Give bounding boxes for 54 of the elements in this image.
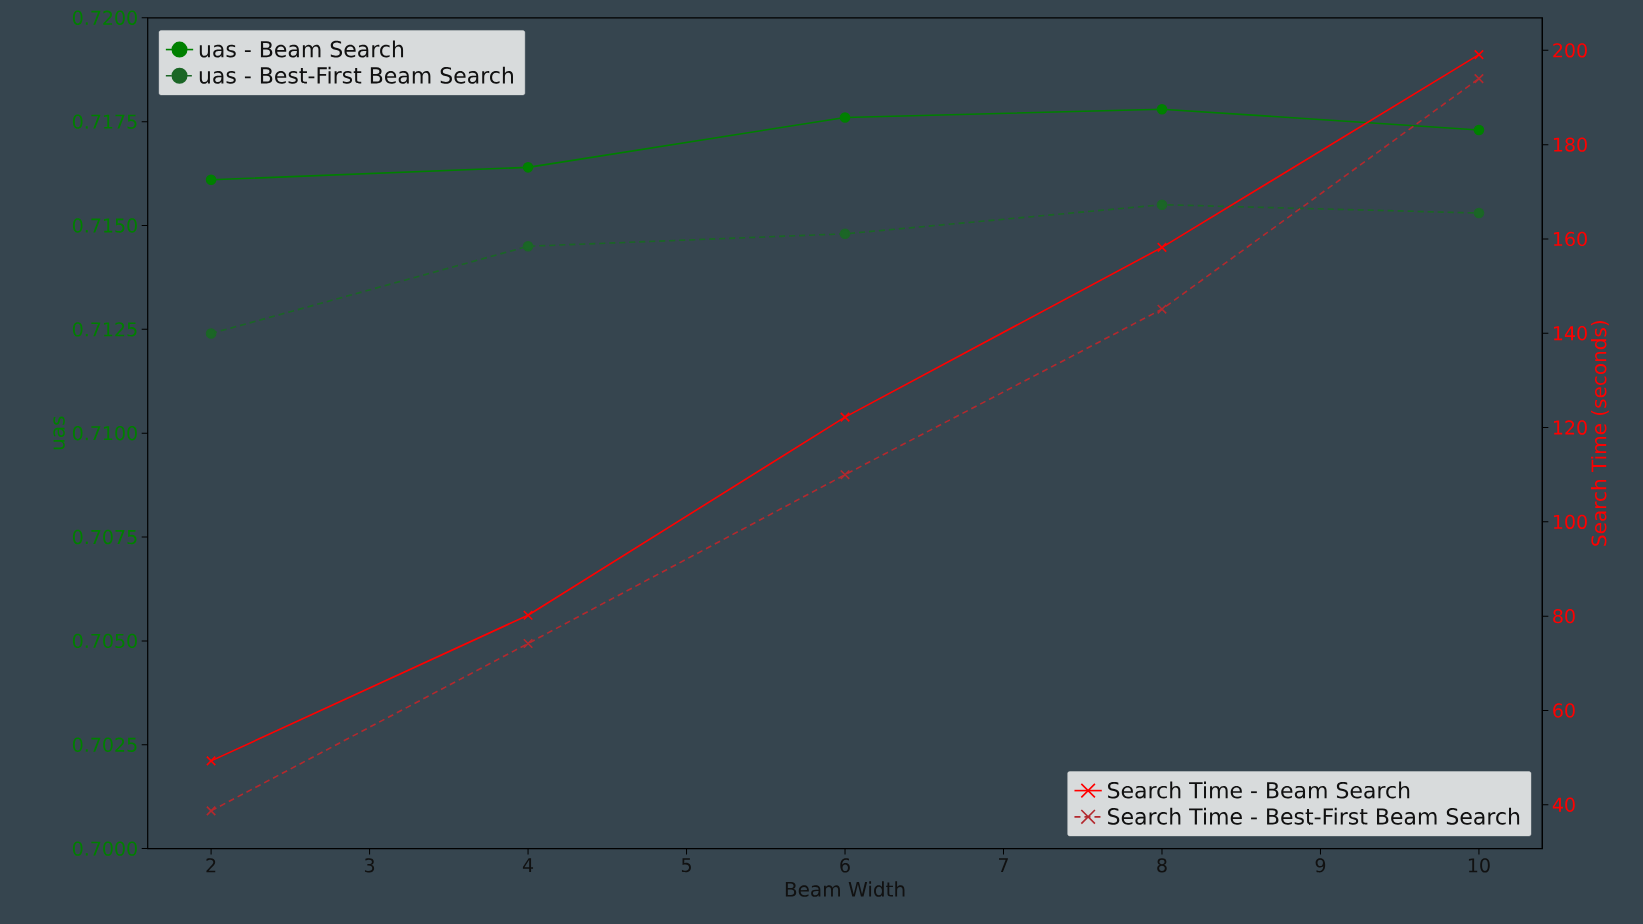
legend-label: uas - Best-First Beam Search	[199, 66, 513, 84]
legend-label: uas - Beam Search	[199, 40, 404, 58]
y-tick-label: 0.7000	[72, 841, 137, 856]
y-tick-label: 0.7050	[72, 633, 137, 649]
y-tick-label: 0.7175	[72, 114, 137, 129]
point	[1156, 304, 1168, 315]
y2-tick-label: 80	[1553, 608, 1575, 624]
y2-tick-label: 140	[1553, 326, 1587, 341]
y2-tick-label: 60	[1553, 703, 1575, 718]
y2-tick-label: 40	[1552, 797, 1575, 812]
x-tick-label: 7	[999, 858, 1008, 872]
point	[206, 805, 217, 816]
point	[1473, 73, 1484, 84]
x-tick-label: 6	[840, 858, 850, 873]
point	[205, 328, 217, 339]
x-tick-label: 4	[522, 858, 534, 872]
point	[522, 240, 534, 252]
x-tick-label: 5	[681, 858, 691, 873]
point	[522, 162, 534, 173]
point	[1473, 124, 1485, 136]
point	[1473, 207, 1485, 219]
y2-tick-label: 180	[1553, 137, 1587, 152]
x-tick-label: 2	[206, 858, 216, 873]
point	[523, 610, 534, 621]
y-tick-label: 0.7150	[72, 218, 137, 233]
point	[839, 228, 851, 240]
legend-label: Search Time - Best-First Beam Search	[1108, 807, 1520, 825]
y2-tick-label: 100	[1553, 514, 1587, 530]
point	[205, 174, 217, 186]
y2-axis-title: Search Time (seconds)	[1591, 321, 1609, 546]
y-axis-title: uas	[53, 416, 65, 450]
y-tick-label: 0.7125	[72, 322, 137, 337]
point	[1156, 242, 1168, 253]
x-axis-title: Beam Width	[785, 881, 905, 897]
point	[1156, 199, 1168, 211]
y-tick-label: 0.7075	[72, 529, 137, 545]
y2-tick-label: 200	[1553, 43, 1587, 58]
point	[839, 112, 851, 123]
y-tick-label: 0.7100	[72, 426, 137, 441]
x-tick-label: 3	[364, 858, 375, 873]
legend-label: Search Time - Beam Search	[1108, 781, 1410, 799]
point	[206, 755, 217, 766]
point	[839, 469, 851, 480]
point	[839, 412, 851, 423]
y-tick-label: 0.7025	[72, 737, 137, 752]
point	[1156, 103, 1168, 115]
x-tick-label: 10	[1468, 858, 1490, 873]
y-tick-label: 0.7200	[72, 10, 137, 25]
point	[1473, 49, 1484, 60]
x-tick-label: 9	[1315, 858, 1326, 873]
point	[523, 638, 534, 649]
x-tick-label: 8	[1157, 858, 1167, 873]
y2-tick-label: 160	[1553, 231, 1587, 247]
y2-tick-label: 120	[1553, 420, 1587, 435]
